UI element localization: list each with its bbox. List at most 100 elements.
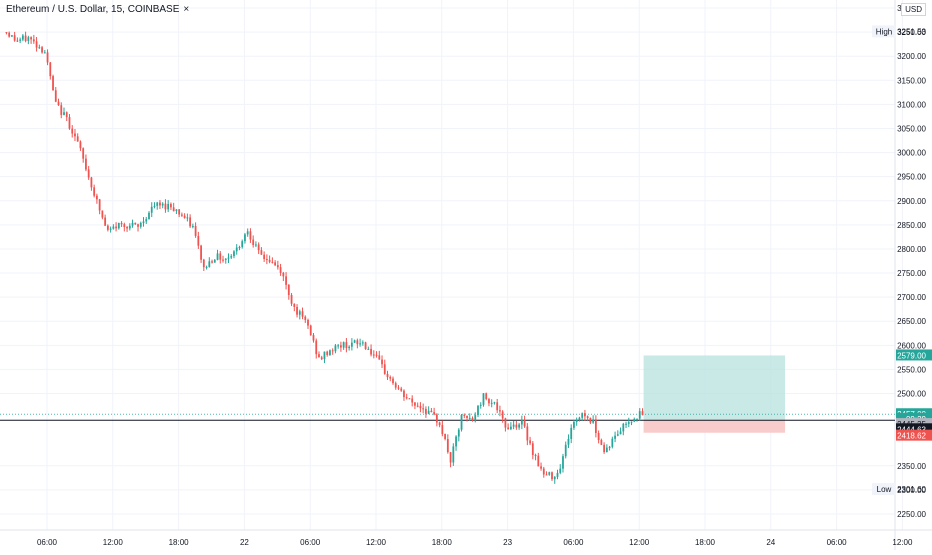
x-tick-label: 22 <box>240 538 249 547</box>
candle-body <box>562 456 564 469</box>
candle-body <box>592 419 595 423</box>
y-tick-label: 2900.00 <box>897 197 926 206</box>
high-label: High <box>876 27 892 36</box>
candle-body <box>246 231 249 235</box>
candle-body <box>424 408 427 414</box>
candle-body <box>457 429 460 437</box>
candle-body <box>383 364 386 374</box>
stop-price-badge <box>896 429 932 441</box>
candle-body <box>180 214 183 216</box>
candle-body <box>477 405 479 416</box>
candle-body <box>32 39 35 42</box>
candle-body <box>153 205 156 207</box>
candle-body <box>545 474 548 476</box>
stop-price-text: 2418.62 <box>897 432 926 441</box>
candle-body <box>449 452 452 463</box>
candle-body <box>416 405 419 407</box>
high-label-bg <box>872 25 896 38</box>
candle-body <box>488 399 490 404</box>
candle-body <box>315 340 318 355</box>
candle-body <box>137 224 139 227</box>
candle-body <box>159 202 161 206</box>
candle-body <box>252 239 255 246</box>
candle-body <box>466 415 468 418</box>
candle-body <box>548 472 551 475</box>
x-tick-label: 23 <box>503 538 512 547</box>
candle-body <box>186 217 189 219</box>
candle-body <box>120 223 123 225</box>
x-tick-label: 18:00 <box>695 538 716 547</box>
candle-body <box>575 419 578 422</box>
x-tick-label: 12:00 <box>103 538 124 547</box>
y-tick-label: 2950.00 <box>897 173 926 182</box>
candle-body <box>156 202 159 206</box>
y-tick-label: 2750.00 <box>897 269 926 278</box>
candle-body <box>200 245 202 260</box>
candle-body <box>49 62 52 77</box>
candle-body <box>584 413 586 417</box>
candle-body <box>334 345 337 352</box>
low-value-label: 2301.60 <box>897 485 926 494</box>
candle-body <box>444 434 446 440</box>
y-tick-label: 2350.00 <box>897 462 926 471</box>
candle-body <box>139 222 142 227</box>
candle-body <box>16 40 19 42</box>
candle-body <box>414 402 416 406</box>
candle-body <box>123 224 126 228</box>
x-tick-label: 24 <box>766 538 775 547</box>
candle-body <box>340 345 342 348</box>
y-tick-label: 3200.00 <box>897 52 926 61</box>
candle-body <box>507 427 510 430</box>
candle-body <box>296 306 298 315</box>
candle-body <box>93 187 96 196</box>
x-tick-label: 06:00 <box>300 538 321 547</box>
chart-title: Ethereum / U.S. Dollar, 15, COINBASE × <box>6 4 189 15</box>
candle-body <box>263 254 266 260</box>
candle-body <box>98 199 101 211</box>
candle-body <box>570 427 573 439</box>
candle-body <box>329 350 331 355</box>
candle-body <box>13 35 16 41</box>
y-tick-label: 2800.00 <box>897 245 926 254</box>
y-tick-label: 2650.00 <box>897 317 926 326</box>
candle-body <box>537 455 540 467</box>
candle-body <box>490 402 493 404</box>
close-icon[interactable]: × <box>183 4 190 15</box>
target-price-text: 2579.00 <box>897 351 926 360</box>
currency-button[interactable]: USD <box>901 3 926 16</box>
candle-body <box>63 112 65 115</box>
candle-body <box>128 225 131 229</box>
candle-body <box>378 355 381 360</box>
x-tick-label: 06:00 <box>563 538 584 547</box>
candle-body <box>268 259 271 262</box>
candle-body <box>468 417 471 419</box>
candle-body <box>320 357 323 360</box>
candle-body <box>115 226 117 229</box>
candle-body <box>117 223 120 229</box>
candle-body <box>227 257 230 259</box>
candle-body <box>564 444 567 457</box>
y-tick-label: 2700.00 <box>897 293 926 302</box>
candle-body <box>71 128 74 134</box>
candle-body <box>148 212 150 220</box>
candle-body <box>641 411 644 416</box>
candle-body <box>509 426 512 430</box>
candle-body <box>85 158 87 170</box>
candle-body <box>526 426 529 441</box>
candle-body <box>57 101 60 106</box>
candle-body <box>208 261 211 267</box>
y-tick-label: 2550.00 <box>897 365 926 374</box>
candle-body <box>452 446 455 463</box>
candle-body <box>82 148 85 159</box>
candle-body <box>134 222 137 225</box>
candle-body <box>170 203 172 208</box>
candle-body <box>79 141 82 149</box>
candle-body <box>479 404 482 406</box>
candle-body <box>131 222 134 226</box>
candle-body <box>392 378 394 384</box>
candle-body <box>531 443 534 456</box>
candle-body <box>361 342 364 344</box>
candle-body <box>38 47 41 49</box>
